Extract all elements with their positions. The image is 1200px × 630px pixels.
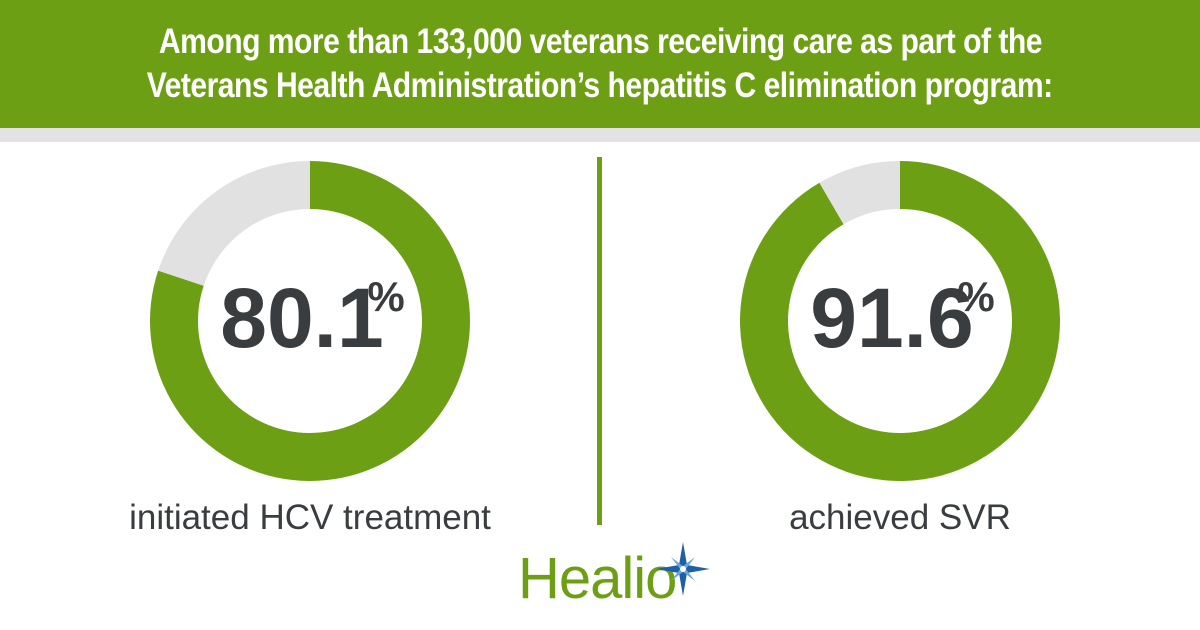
donut-center-value: 80.1 (220, 271, 384, 365)
caption-svr: achieved SVR (789, 498, 1011, 537)
healio-logo: Healio (518, 540, 718, 620)
donut-chart-svr: 91.6% (740, 161, 1060, 481)
caption-treatment: initiated HCV treatment (129, 498, 491, 537)
donut-center-unit: % (957, 273, 994, 320)
header-underline (0, 128, 1200, 142)
center-divider (597, 157, 602, 525)
donut-chart-treatment: 80.1% (149, 161, 470, 482)
donut-slice-remainder (158, 161, 310, 286)
headline-line-1: Among more than 133,000 veterans receivi… (158, 22, 1042, 61)
donut-center-value: 91.6 (810, 271, 974, 365)
donut-center-unit: % (367, 273, 404, 320)
donut-slice-value (149, 161, 470, 482)
star-compass-icon (656, 542, 710, 596)
logo-wordmark: Healio (518, 546, 677, 611)
header-banner: Among more than 133,000 veterans receivi… (0, 0, 1200, 128)
donut-slice-value (740, 161, 1060, 481)
headline-line-2: Veterans Health Administration’s hepatit… (147, 66, 1053, 105)
donut-slice-remainder (819, 161, 900, 225)
